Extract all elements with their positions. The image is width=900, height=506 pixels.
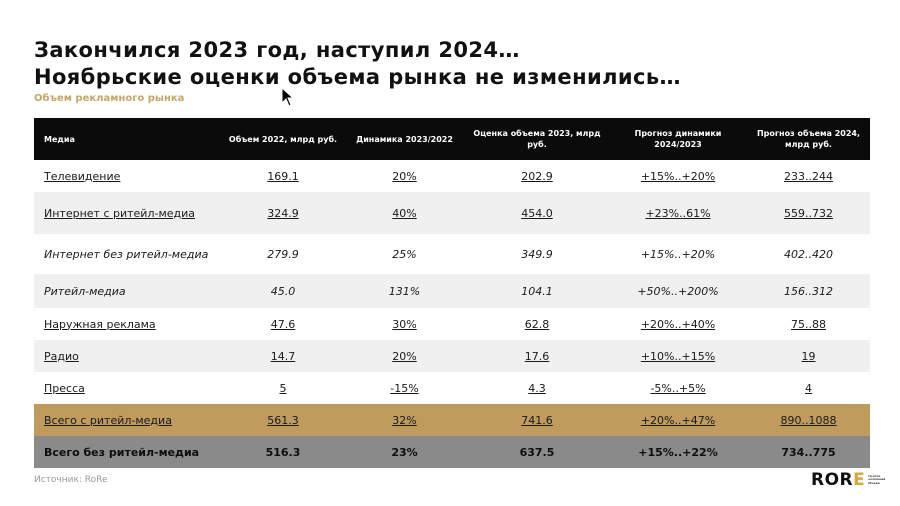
row-label: Радио [44, 349, 79, 363]
cell-value: 75..88 [791, 317, 826, 331]
table-row-outdoor: Наружная реклама 47.6 30% 62.8 +20%..+40… [34, 308, 870, 340]
title-line-2: Ноябрьские оценки объема рынка не измени… [34, 65, 681, 89]
cell-value: 19 [801, 349, 816, 363]
mouse-pointer-icon [281, 87, 295, 107]
cell-value: 40% [392, 206, 417, 220]
row-label: Наружная реклама [44, 317, 156, 331]
cell-value: 349.9 [521, 247, 553, 261]
table-header-row: Медиа Объем 2022, млрд руб. Динамика 202… [34, 118, 870, 160]
cell-value: 25% [392, 247, 417, 261]
rore-logo: RORE Группа компаний Медиа [811, 470, 890, 490]
cell-value: 47.6 [270, 317, 296, 331]
cell-value: 131% [388, 284, 421, 298]
logo-tagline: Группа компаний Медиа [868, 473, 886, 485]
cell-value: 233..244 [784, 169, 833, 183]
table-row-radio: Радио 14.7 20% 17.6 +10%..+15% 19 [34, 340, 870, 372]
cell-value: 559..732 [784, 206, 833, 220]
row-label: Всего с ритейл-медиа [44, 413, 172, 427]
source-note: Источник: RoRe [34, 475, 108, 485]
cell-value: 516.3 [265, 445, 301, 459]
header-forecast-dynamics-2024: Прогноз динамики 2024/2023 [609, 118, 747, 160]
cell-value: +15%..+22% [638, 445, 718, 459]
cell-value: 202.9 [521, 169, 553, 183]
cell-value: 4 [805, 381, 812, 395]
table-row-tv: Телевидение 169.1 20% 202.9 +15%..+20% 2… [34, 160, 870, 192]
cell-value: 169.1 [267, 169, 299, 183]
header-dynamics-2023: Динамика 2023/2022 [344, 118, 465, 160]
cell-value: 20% [392, 169, 417, 183]
table-row-total-with-retail: Всего с ритейл-медиа 561.3 32% 741.6 +20… [34, 404, 870, 436]
cell-value: +15%..+20% [640, 169, 716, 183]
row-label: Интернет без ритейл-медиа [44, 247, 209, 261]
cell-value: 20% [392, 349, 417, 363]
cell-value: 890..1088 [780, 413, 837, 427]
cell-value: 30% [392, 317, 417, 331]
cell-value: 637.5 [519, 445, 555, 459]
row-label: Всего без ритейл-медиа [44, 445, 200, 459]
row-label: Интернет с ритейл-медиа [44, 206, 196, 220]
table-row-internet-without-retail: Интернет без ритейл-медиа 279.9 25% 349.… [34, 234, 870, 274]
row-label: Пресса [44, 381, 85, 395]
table-row-retail-media: Ритейл-медиа 45.0 131% 104.1 +50%..+200%… [34, 274, 870, 308]
cell-value: +23%..61% [645, 206, 711, 220]
header-forecast-volume-2024: Прогноз объема 2024, млрд руб. [747, 118, 870, 160]
cell-value: 741.6 [521, 413, 553, 427]
cell-value: 23% [391, 445, 418, 459]
cell-value: +20%..+47% [640, 413, 716, 427]
cell-value: 734..775 [781, 445, 836, 459]
cell-value: 561.3 [267, 413, 299, 427]
cell-value: -15% [390, 381, 419, 395]
header-volume-2022: Объем 2022, млрд руб. [222, 118, 344, 160]
header-media: Медиа [34, 118, 222, 160]
table-row-press: Пресса 5 -15% 4.3 -5%..+5% 4 [34, 372, 870, 404]
cell-value: +10%..+15% [640, 349, 716, 363]
row-label: Ритейл-медиа [44, 284, 126, 298]
title-line-1: Закончился 2023 год, наступил 2024… [34, 38, 520, 62]
cell-value: 32% [392, 413, 417, 427]
cell-value: 156..312 [784, 284, 833, 298]
logo-wordmark: RORE [811, 470, 866, 490]
table-subtitle: Объем рекламного рынка [34, 93, 185, 104]
cell-value: 45.0 [270, 284, 296, 298]
cell-value: 324.9 [267, 206, 299, 220]
cell-value: 5 [279, 381, 287, 395]
cell-value: -5%..+5% [650, 381, 706, 395]
page-title: Закончился 2023 год, наступил 2024… Нояб… [34, 37, 681, 91]
header-estimate-2023: Оценка объема 2023, млрд руб. [465, 118, 609, 160]
cell-value: 402..420 [784, 247, 833, 261]
cell-value: 279.9 [267, 247, 299, 261]
table-row-internet-with-retail: Интернет с ритейл-медиа 324.9 40% 454.0 … [34, 192, 870, 234]
cell-value: 62.8 [524, 317, 550, 331]
cell-value: +20%..+40% [640, 317, 716, 331]
cell-value: 14.7 [270, 349, 296, 363]
cell-value: +50%..+200% [637, 284, 719, 298]
cell-value: 17.6 [524, 349, 550, 363]
cell-value: 104.1 [521, 284, 553, 298]
cell-value: 454.0 [521, 206, 553, 220]
cell-value: +15%..+20% [640, 247, 716, 261]
ad-market-table: Медиа Объем 2022, млрд руб. Динамика 202… [34, 118, 870, 468]
row-label: Телевидение [44, 169, 121, 183]
table-row-total-without-retail: Всего без ритейл-медиа 516.3 23% 637.5 +… [34, 436, 870, 468]
cell-value: 4.3 [528, 381, 546, 395]
